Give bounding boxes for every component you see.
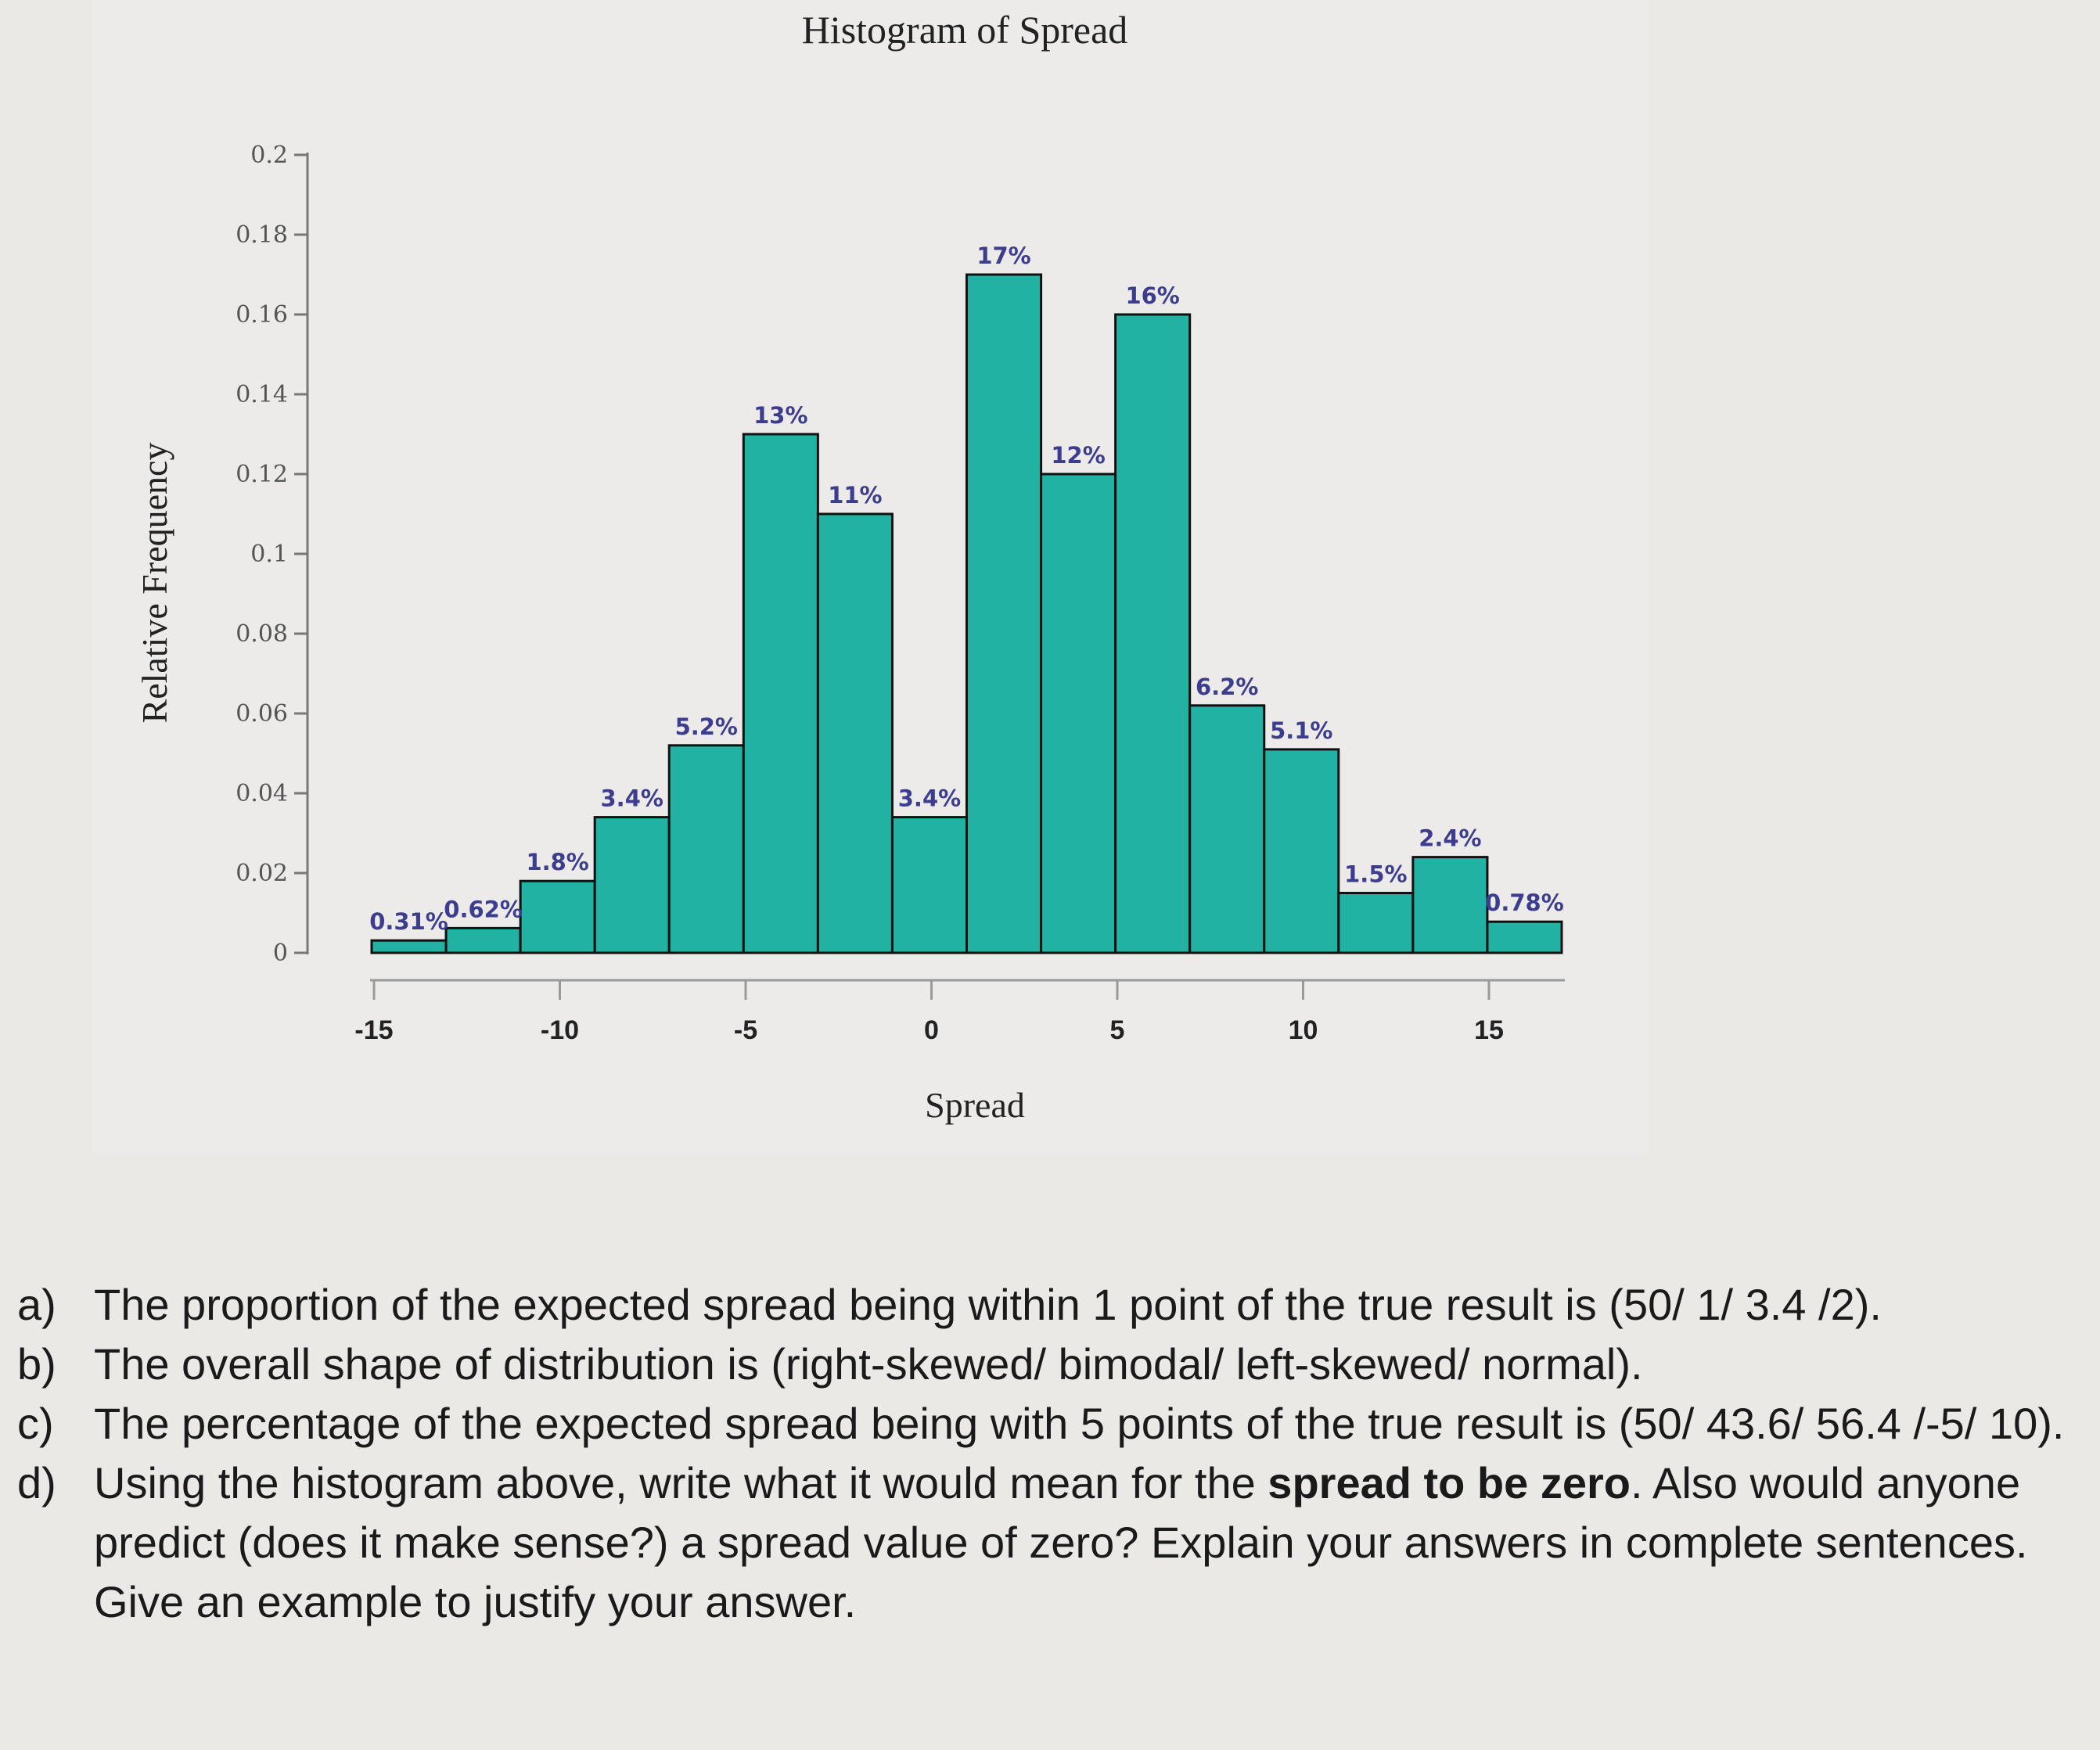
x-tick-label: 5 xyxy=(1110,1015,1125,1045)
bar-value-label: 1.5% xyxy=(1344,861,1407,888)
x-tick-label: -15 xyxy=(354,1015,393,1045)
question-list: a) The proportion of the expected spread… xyxy=(17,1275,2083,1632)
histogram-bar xyxy=(667,744,745,954)
y-tick-label: 0.14 xyxy=(236,381,288,408)
question-text: The overall shape of distribution is (ri… xyxy=(94,1339,1643,1389)
histogram-bar xyxy=(890,816,968,954)
figure-panel: Histogram of Spread Relative Frequency S… xyxy=(92,0,1649,1154)
bar-labels: 0.31%0.62%1.8% 3.4% 5.2% 13% 11% 3.4% 17% 12% 16… xyxy=(369,243,1564,935)
question-text-before: Using the histogram above, write what it… xyxy=(94,1458,1268,1507)
question-d: d) Using the histogram above, write what… xyxy=(17,1454,2083,1632)
x-axis-label: Spread xyxy=(925,1085,1025,1125)
x-tick-label: 10 xyxy=(1289,1015,1318,1045)
question-text: The percentage of the expected spread be… xyxy=(94,1399,2065,1448)
bar-value-label: 3.4% xyxy=(601,785,663,812)
bars xyxy=(370,273,1563,954)
bar-value-label: 0.31% xyxy=(369,908,448,935)
histogram-bar xyxy=(965,273,1043,954)
x-tick-label: -5 xyxy=(734,1015,757,1045)
x-ticks: -15 -10 -5 0 5 10 15 xyxy=(354,980,1504,1045)
histogram-bar xyxy=(444,926,522,954)
question-a: a) The proportion of the expected spread… xyxy=(17,1275,2083,1335)
histogram-bar xyxy=(519,879,596,954)
histogram-bar xyxy=(1188,704,1266,954)
histogram-bar xyxy=(370,939,448,954)
chart-title: Histogram of Spread xyxy=(802,8,1128,52)
bar-value-label: 2.4% xyxy=(1419,825,1481,852)
y-axis-label: Relative Frequency xyxy=(135,443,174,724)
x-tick-label: -10 xyxy=(541,1015,579,1045)
bar-value-label: 1.8% xyxy=(526,849,588,875)
y-tick-label: 0.06 xyxy=(236,700,288,728)
bar-value-label: 13% xyxy=(753,402,807,429)
question-text-bold: spread to be zero xyxy=(1268,1458,1631,1507)
histogram-bar xyxy=(593,816,671,954)
bar-value-label: 11% xyxy=(828,482,882,508)
question-letter: d) xyxy=(17,1458,56,1507)
histogram-bar xyxy=(1486,920,1563,954)
y-tick-label: 0.1 xyxy=(250,541,288,568)
question-text: Using the histogram above, write what it… xyxy=(94,1454,2083,1632)
question-letter: c) xyxy=(17,1399,54,1448)
bar-value-label: 16% xyxy=(1125,282,1179,309)
y-tick-label: 0.2 xyxy=(250,142,288,169)
bar-value-label: 0.78% xyxy=(1485,889,1564,916)
bar-value-label: 3.4% xyxy=(898,785,961,812)
question-b: b) The overall shape of distribution is … xyxy=(17,1335,2083,1394)
question-text: The proportion of the expected spread be… xyxy=(94,1280,1882,1329)
y-tick-label: 0.18 xyxy=(236,221,288,249)
question-letter: a) xyxy=(17,1280,56,1329)
y-tick-label: 0.16 xyxy=(236,301,288,329)
y-tick-label: 0.02 xyxy=(236,860,288,887)
histogram-bar xyxy=(1040,473,1117,954)
question-letter: b) xyxy=(17,1339,56,1389)
histogram-bar xyxy=(1114,313,1192,954)
histogram-bar xyxy=(742,433,819,954)
histogram-bar xyxy=(1411,856,1489,954)
bar-value-label: 17% xyxy=(976,243,1030,269)
y-tick-label: 0.08 xyxy=(236,620,288,648)
x-tick-label: 0 xyxy=(924,1015,939,1045)
histogram-bar xyxy=(1263,748,1340,954)
bar-value-label: 5.2% xyxy=(675,713,738,740)
histogram-chart: Histogram of Spread Relative Frequency S… xyxy=(135,8,1565,1125)
bar-value-label: 5.1% xyxy=(1270,717,1332,744)
y-tick-label: 0.04 xyxy=(236,780,288,807)
question-c: c) The percentage of the expected spread… xyxy=(17,1394,2083,1454)
histogram-bar xyxy=(1337,892,1415,954)
bar-value-label: 12% xyxy=(1051,442,1105,469)
x-tick-label: 15 xyxy=(1474,1015,1504,1045)
y-tick-label: 0.12 xyxy=(236,461,288,488)
question-text-after: . Also would anyone predict (does it mak… xyxy=(94,1458,2028,1626)
histogram-bar xyxy=(816,512,894,954)
bar-value-label: 0.62% xyxy=(444,896,523,922)
bar-value-label: 6.2% xyxy=(1196,674,1258,700)
y-tick-label: 0 xyxy=(273,940,288,967)
y-ticks: 0 0.02 0.04 0.06 0.08 0.1 0.12 0.14 0.16 0.18 0.2 xyxy=(236,142,307,967)
